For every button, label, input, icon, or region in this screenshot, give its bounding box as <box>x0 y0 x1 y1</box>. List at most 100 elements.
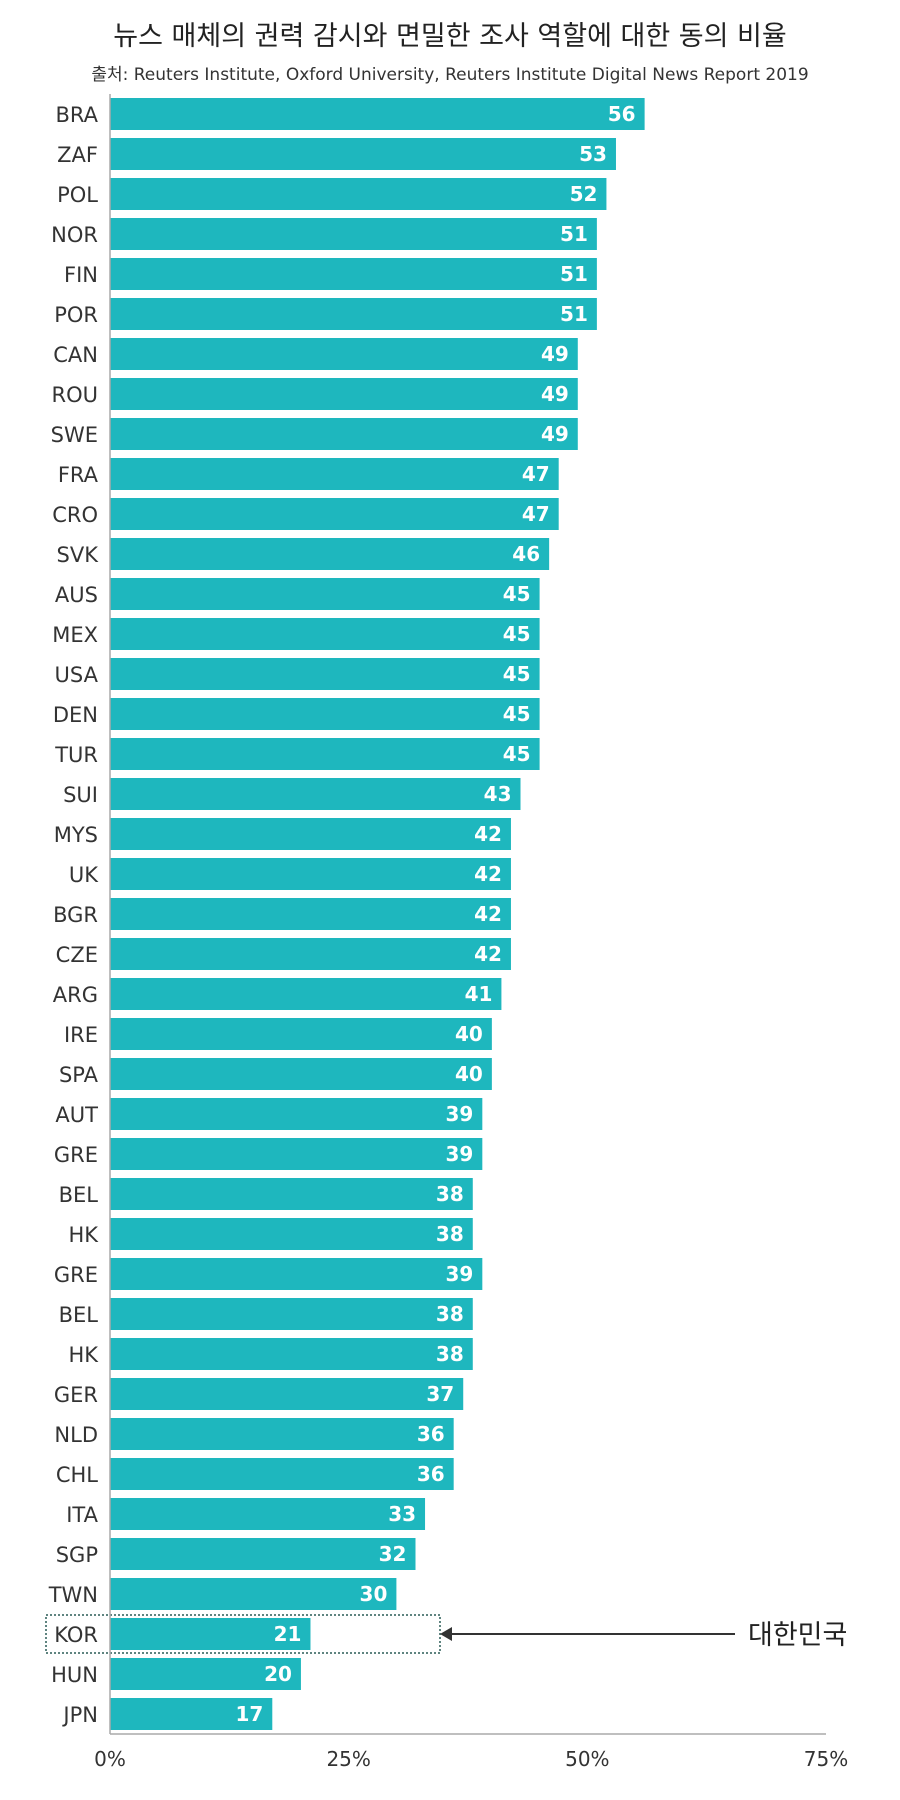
bar <box>110 1218 473 1250</box>
bar <box>110 1058 492 1090</box>
category-label: ITA <box>66 1503 98 1527</box>
category-label: SUI <box>63 783 98 807</box>
bar <box>110 1138 483 1170</box>
bar <box>110 698 540 730</box>
value-label: 38 <box>436 1182 464 1206</box>
bar <box>110 178 607 210</box>
category-label: BEL <box>59 1183 99 1207</box>
category-label: GRE <box>54 1143 98 1167</box>
x-tick-label: 75% <box>804 1747 848 1771</box>
value-label: 51 <box>560 262 588 286</box>
category-label: DEN <box>53 703 98 727</box>
bar <box>110 1178 473 1210</box>
category-label: TUR <box>54 743 98 767</box>
bar <box>110 298 597 330</box>
value-label: 45 <box>503 622 531 646</box>
category-label: POR <box>54 303 98 327</box>
value-label: 40 <box>455 1022 483 1046</box>
value-label: 38 <box>436 1222 464 1246</box>
value-label: 51 <box>560 302 588 326</box>
bar <box>110 218 597 250</box>
category-label: ARG <box>53 983 98 1007</box>
bar <box>110 858 511 890</box>
value-label: 30 <box>360 1582 388 1606</box>
value-label: 37 <box>426 1382 454 1406</box>
value-label: 56 <box>608 102 636 126</box>
value-label: 39 <box>445 1142 473 1166</box>
category-label: POL <box>57 183 98 207</box>
category-label: JPN <box>61 1703 98 1727</box>
bar <box>110 938 511 970</box>
category-label: UK <box>69 863 99 887</box>
category-label: GER <box>54 1383 98 1407</box>
value-label: 20 <box>264 1662 292 1686</box>
bar <box>110 378 578 410</box>
bar <box>110 658 540 690</box>
bar <box>110 258 597 290</box>
annotation-label: 대한민국 <box>748 1620 847 1651</box>
value-label: 49 <box>541 382 569 406</box>
value-label: 42 <box>474 942 502 966</box>
value-label: 53 <box>579 142 607 166</box>
bar <box>110 738 540 770</box>
bar <box>110 1098 483 1130</box>
bar <box>110 1018 492 1050</box>
bar <box>110 1298 473 1330</box>
value-label: 45 <box>503 702 531 726</box>
category-label: NLD <box>54 1423 98 1447</box>
bar <box>110 138 616 170</box>
category-label: USA <box>55 663 99 687</box>
category-label: BGR <box>53 903 98 927</box>
category-label: BRA <box>55 103 98 127</box>
category-label: SGP <box>56 1543 98 1567</box>
category-label: HK <box>68 1223 99 1247</box>
category-label: HUN <box>51 1663 98 1687</box>
category-label: FIN <box>64 263 98 287</box>
category-label: CZE <box>56 943 98 967</box>
value-label: 45 <box>503 742 531 766</box>
value-label: 36 <box>417 1422 445 1446</box>
bar <box>110 1578 397 1610</box>
value-label: 39 <box>445 1262 473 1286</box>
category-label: SWE <box>51 423 98 447</box>
value-label: 42 <box>474 902 502 926</box>
value-label: 49 <box>541 342 569 366</box>
category-label: AUS <box>55 583 98 607</box>
bar <box>110 618 540 650</box>
value-label: 45 <box>503 582 531 606</box>
category-label: HK <box>68 1343 99 1367</box>
value-label: 52 <box>570 182 598 206</box>
bar <box>110 98 645 130</box>
bar <box>110 1338 473 1370</box>
category-label: FRA <box>58 463 99 487</box>
value-label: 43 <box>484 782 512 806</box>
bar <box>110 338 578 370</box>
category-label: MEX <box>52 623 98 647</box>
bar <box>110 978 502 1010</box>
value-label: 33 <box>388 1502 416 1526</box>
value-label: 42 <box>474 822 502 846</box>
value-label: 40 <box>455 1062 483 1086</box>
bar <box>110 458 559 490</box>
value-label: 39 <box>445 1102 473 1126</box>
value-label: 36 <box>417 1462 445 1486</box>
category-label: ROU <box>52 383 99 407</box>
bar <box>110 1458 454 1490</box>
category-label: TWN <box>48 1583 98 1607</box>
x-tick-label: 50% <box>565 1747 609 1771</box>
x-tick-label: 25% <box>326 1747 370 1771</box>
chart-title: 뉴스 매체의 권력 감시와 면밀한 조사 역할에 대한 동의 비율 <box>113 21 787 52</box>
category-label: AUT <box>55 1103 98 1127</box>
category-label: GRE <box>54 1263 98 1287</box>
bar <box>110 1658 301 1690</box>
value-label: 17 <box>235 1702 263 1726</box>
bar <box>110 1418 454 1450</box>
value-label: 49 <box>541 422 569 446</box>
category-label: BEL <box>59 1303 99 1327</box>
category-label: CRO <box>52 503 98 527</box>
value-label: 47 <box>522 462 550 486</box>
value-label: 45 <box>503 662 531 686</box>
bar <box>110 1378 464 1410</box>
bar <box>110 498 559 530</box>
